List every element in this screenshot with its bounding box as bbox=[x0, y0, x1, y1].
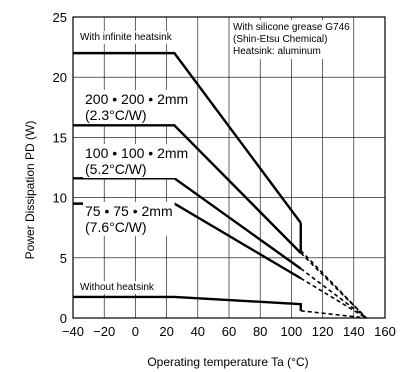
series-extrapolation-5 bbox=[300, 309, 367, 319]
y-tick-label: 15 bbox=[53, 130, 67, 145]
series-label-text: With infinite heatsink bbox=[80, 32, 173, 43]
series-label-line: (2.3°C/W) bbox=[85, 107, 147, 123]
series-line-1 bbox=[73, 51, 302, 224]
y-tick-label: 0 bbox=[60, 311, 67, 326]
y-axis-title: Power Dissipation PD (W) bbox=[23, 121, 37, 260]
x-tick-label: 80 bbox=[253, 324, 267, 339]
x-tick-label: −20 bbox=[93, 324, 115, 339]
series-label-line: 200 • 200 • 2mm bbox=[85, 91, 188, 107]
series-labels: With infinite heatsink 200 • 200 • 2mm (2.… bbox=[78, 31, 191, 294]
series-label-4: 75 • 75 • 2mm (7.6°C/W) bbox=[83, 202, 175, 236]
x-tick-label: 140 bbox=[343, 324, 365, 339]
note-line: Heatsink: aluminum bbox=[233, 46, 321, 57]
series-line-5 bbox=[73, 295, 302, 311]
x-tick-label: 100 bbox=[281, 324, 303, 339]
series-label-line: 75 • 75 • 2mm bbox=[85, 203, 173, 219]
series-label-bg bbox=[83, 90, 191, 124]
y-tick-label: 20 bbox=[53, 70, 67, 85]
series-extrapolation-1 bbox=[300, 250, 367, 319]
x-tick-label: 0 bbox=[132, 324, 139, 339]
y-tick-label: 5 bbox=[60, 251, 67, 266]
series-label-line: (5.2°C/W) bbox=[85, 161, 147, 177]
series-label-2: 200 • 200 • 2mm (2.3°C/W) bbox=[83, 90, 191, 124]
x-tick-labels: −40 −20 0 20 40 60 80 100 120 140 160 bbox=[62, 324, 396, 339]
x-tick-label: 60 bbox=[222, 324, 236, 339]
x-tick-label: 120 bbox=[312, 324, 334, 339]
series-extrapolation-3 bbox=[300, 267, 367, 319]
series-extrapolation-4 bbox=[300, 277, 367, 319]
y-tick-label: 25 bbox=[53, 10, 67, 25]
series-label-text: 200 • 200 • 2mm (2.3°C/W) bbox=[85, 91, 188, 123]
series-label-text: Without heatsink bbox=[80, 282, 155, 293]
series-label-line: 100 • 100 • 2mm bbox=[85, 145, 188, 161]
series-label-bg bbox=[78, 281, 157, 294]
plot-frame bbox=[72, 16, 386, 319]
series-label-bg bbox=[83, 144, 191, 178]
y-tick-labels: 0 5 10 15 20 25 bbox=[53, 10, 67, 326]
x-tick-label: 20 bbox=[159, 324, 173, 339]
series-line-3 bbox=[73, 177, 302, 270]
x-tick-label: 40 bbox=[191, 324, 205, 339]
series-label-bg bbox=[78, 31, 175, 44]
series-label-5: Without heatsink bbox=[78, 281, 157, 294]
series-label-line: (7.6°C/W) bbox=[85, 219, 147, 235]
note-bg bbox=[230, 20, 354, 59]
y-tick-label: 10 bbox=[53, 191, 67, 206]
note-line: (Shin-Etsu Chemical) bbox=[233, 34, 327, 45]
x-tick-label: −40 bbox=[62, 324, 84, 339]
series-label-text: 75 • 75 • 2mm (7.6°C/W) bbox=[85, 203, 173, 235]
series-label-bg bbox=[83, 202, 175, 236]
series-label-3: 100 • 100 • 2mm (5.2°C/W) bbox=[83, 144, 191, 178]
series-label-line: Without heatsink bbox=[80, 282, 155, 293]
series-label-text: 100 • 100 • 2mm (5.2°C/W) bbox=[85, 145, 188, 177]
plot-border bbox=[72, 16, 386, 319]
series-extrapolation-2 bbox=[300, 252, 367, 319]
series-label-line: With infinite heatsink bbox=[80, 32, 173, 43]
note-text: With silicone grease G746 (Shin-Etsu Chem… bbox=[233, 22, 350, 57]
x-axis-title: Operating temperature Ta (°C) bbox=[147, 355, 308, 369]
series-label-1: With infinite heatsink bbox=[78, 31, 175, 44]
series-line-2 bbox=[73, 124, 302, 254]
chart-note: With silicone grease G746 (Shin-Etsu Chem… bbox=[230, 20, 354, 59]
note-line: With silicone grease G746 bbox=[233, 22, 350, 33]
x-tick-label: 160 bbox=[374, 324, 396, 339]
